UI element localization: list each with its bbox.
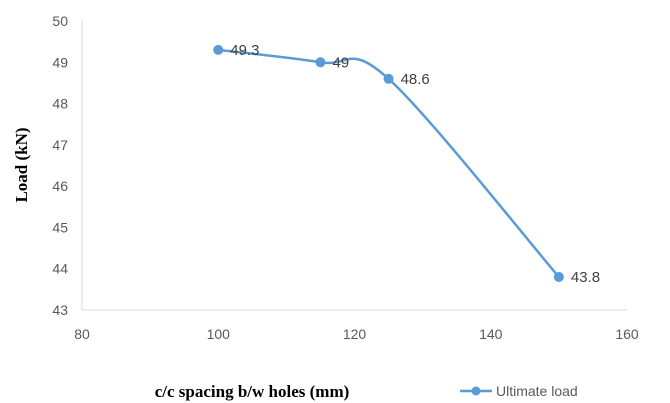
x-tick-label: 100 [207, 326, 231, 342]
y-tick-label: 46 [52, 178, 68, 194]
y-tick-labels: 43 44 45 46 47 48 49 50 [52, 13, 68, 318]
y-tick-label: 48 [52, 96, 68, 112]
x-tick-label: 80 [74, 326, 90, 342]
data-point [213, 44, 224, 55]
data-label: 49 [332, 54, 349, 71]
x-tick-label: 140 [479, 326, 503, 342]
data-point [383, 73, 394, 84]
y-tick-label: 43 [52, 302, 68, 318]
data-point [553, 271, 564, 282]
data-point [315, 57, 326, 68]
legend-label: Ultimate load [496, 383, 578, 399]
y-tick-label: 49 [52, 54, 68, 70]
series-line [218, 48, 560, 278]
y-tick-label: 47 [52, 137, 68, 153]
series-group [213, 44, 564, 282]
y-tick-label: 50 [52, 13, 68, 29]
data-label: 49.3 [230, 42, 259, 59]
y-tick-label: 44 [52, 261, 68, 277]
data-label: 48.6 [401, 71, 430, 88]
data-label: 43.8 [571, 269, 600, 286]
y-tick-label: 45 [52, 219, 68, 235]
x-tick-label: 160 [615, 326, 639, 342]
y-axis-title: Load (kN) [12, 127, 31, 202]
axes [81, 21, 627, 311]
x-tick-label: 120 [343, 326, 367, 342]
x-tick-labels: 80 100 120 140 160 [74, 326, 639, 342]
legend-marker [471, 386, 481, 396]
x-axis-title: c/c spacing b/w holes (mm) [155, 382, 350, 401]
legend: Ultimate load [460, 383, 578, 399]
data-labels: 49.3 49 48.6 43.8 [230, 42, 600, 286]
